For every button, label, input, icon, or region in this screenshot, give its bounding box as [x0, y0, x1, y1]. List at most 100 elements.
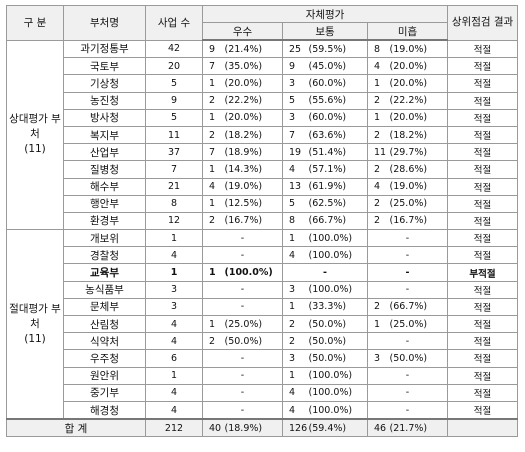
cell: 적절: [447, 125, 519, 145]
cell: 1: [367, 108, 388, 127]
cell: -: [366, 400, 449, 420]
cell: 2: [367, 91, 388, 110]
cell: 12: [145, 211, 203, 231]
cell: 3: [367, 349, 388, 368]
cell: (59.4%): [306, 418, 368, 438]
cell: 11: [367, 143, 388, 162]
cell: 2: [367, 211, 388, 231]
cell: 1: [202, 194, 223, 213]
cell: 1: [282, 366, 307, 385]
cell: 1: [145, 229, 203, 248]
cell: 부적절: [447, 263, 519, 282]
cell: (50.0%): [222, 332, 283, 351]
cell: 4: [145, 383, 203, 402]
cell: 농진청: [63, 91, 146, 110]
cell: 7: [202, 57, 223, 76]
cell: (21.7%): [387, 418, 449, 438]
cell: 8: [282, 211, 307, 231]
cell: 해경청: [63, 400, 146, 420]
cell: (50.0%): [306, 349, 368, 368]
cell: 4: [367, 177, 388, 196]
cell: (25.0%): [222, 314, 283, 334]
cell: (20.0%): [222, 108, 283, 127]
cell: 적절: [447, 160, 519, 179]
cell: (63.6%): [306, 125, 368, 145]
cell: 2: [367, 160, 388, 179]
cell: 5: [282, 91, 307, 110]
cell: 40: [202, 418, 223, 438]
row: 행안부 8 1 (12.5%) 5 (62.5%) 2 (25.0%) 적절: [7, 194, 519, 213]
cell: 4: [145, 332, 203, 351]
header-cell: 상위점검 결과: [447, 5, 519, 41]
cell: (60.0%): [306, 74, 368, 93]
cell: 4: [282, 160, 307, 179]
cell: 원안위: [63, 366, 146, 385]
cell: 42: [145, 39, 203, 59]
cell: (16.7%): [222, 211, 283, 231]
cell: 산업부: [63, 143, 146, 162]
cell: 적절: [447, 211, 519, 231]
cell: 개보위: [63, 229, 146, 248]
row: 국토부 20 7 (35.0%) 9 (45.0%) 4 (20.0%) 적절: [7, 57, 519, 76]
cell: (22.2%): [387, 91, 449, 110]
group-label: 상대평가 부처: [9, 113, 61, 141]
cell: 1: [202, 160, 223, 179]
cell: 절대평가 부처 (11): [6, 229, 64, 420]
cell: 적절: [447, 57, 519, 76]
cell: 126: [282, 418, 307, 438]
cell: (51.4%): [306, 143, 368, 162]
cell: [447, 418, 519, 438]
cell: (20.0%): [387, 74, 449, 93]
row: 원안위 1-1 (100.0%) - 적절: [7, 366, 519, 385]
cell: -: [366, 246, 449, 265]
evaluation-table: 구 분 부처명 사업 수 자체평가 상위점검 결과 우수 보통 미흡 상대평가 …: [6, 5, 519, 438]
cell: 1: [202, 314, 223, 334]
cell: -: [366, 280, 449, 299]
cell: 13: [282, 177, 307, 196]
cell: 3: [282, 74, 307, 93]
cell: (57.1%): [306, 160, 368, 179]
cell: 적절: [447, 280, 519, 299]
header-cell: 사업 수: [145, 5, 203, 41]
cell: 적절: [447, 143, 519, 162]
cell: 적절: [447, 332, 519, 351]
row: 교육부 1 1 (100.0%) - - 부적절: [7, 263, 519, 282]
cell: (100.0%): [306, 280, 368, 299]
cell: (66.7%): [306, 211, 368, 231]
cell: 1: [367, 314, 388, 334]
cell: (55.6%): [306, 91, 368, 110]
cell: -: [366, 263, 449, 282]
cell: 2: [367, 194, 388, 213]
cell: 5: [145, 74, 203, 93]
cell: 2: [367, 125, 388, 145]
cell: 19: [282, 143, 307, 162]
cell: 3: [282, 349, 307, 368]
cell: 우주청: [63, 349, 146, 368]
row: 우주청 6-3 (50.0%) 3 (50.0%) 적절: [7, 349, 519, 368]
total-row: 합 계 212 40 (18.9%) 126 (59.4%) 46 (21.7%): [6, 418, 519, 438]
cell: (19.0%): [387, 39, 449, 59]
cell: (18.2%): [387, 125, 449, 145]
cell: 적절: [447, 383, 519, 402]
cell: -: [282, 263, 368, 282]
cell: 11: [145, 125, 203, 145]
row: 식약처 4 2 (50.0%) 2 (50.0%) - 적절: [7, 332, 519, 351]
cell: (21.4%): [222, 39, 283, 59]
cell: 2: [282, 332, 307, 351]
cell: 문체부: [63, 297, 146, 317]
cell: 적절: [447, 229, 519, 248]
cell: 1: [202, 108, 223, 127]
cell: 1: [145, 263, 203, 282]
cell: (100.0%): [306, 366, 368, 385]
cell: -: [366, 366, 449, 385]
cell: 경찰청: [63, 246, 146, 265]
cell: (45.0%): [306, 57, 368, 76]
cell: (19.0%): [387, 177, 449, 196]
row: 농식품부 3-3 (100.0%) - 적절: [7, 280, 519, 299]
cell: 3: [145, 297, 203, 317]
cell: 과기정통부: [63, 39, 146, 59]
cell: 6: [145, 349, 203, 368]
row: 질병청 7 1 (14.3%) 4 (57.1%) 2 (28.6%) 적절: [7, 160, 519, 179]
cell: 2: [202, 211, 223, 231]
cell: (14.3%): [222, 160, 283, 179]
